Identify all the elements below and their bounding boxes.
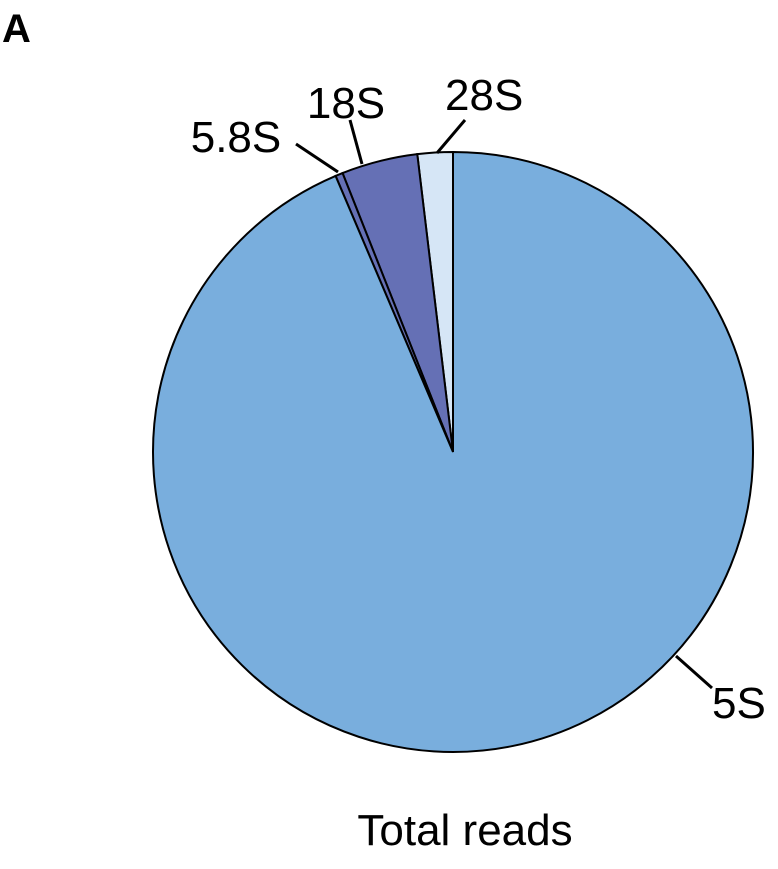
panel-letter: A bbox=[2, 7, 31, 51]
leader-line-18s bbox=[348, 119, 364, 165]
pie-slice-5s bbox=[152, 150, 754, 753]
slice-label-5-8s: 5.8S bbox=[191, 113, 282, 162]
leader-line-5-8s bbox=[295, 142, 339, 174]
leader-line-5s bbox=[675, 654, 713, 690]
slice-label-28s: 28S bbox=[445, 71, 523, 120]
label-leaders bbox=[295, 119, 713, 690]
slice-label-18s: 18S bbox=[307, 79, 385, 128]
pie-chart bbox=[152, 150, 754, 753]
slice-labels: 28S 18S 5.8S 5S bbox=[191, 71, 766, 728]
leader-line-28s bbox=[435, 119, 467, 154]
chart-caption: Total reads bbox=[357, 806, 572, 855]
slice-label-5s: 5S bbox=[712, 679, 766, 728]
